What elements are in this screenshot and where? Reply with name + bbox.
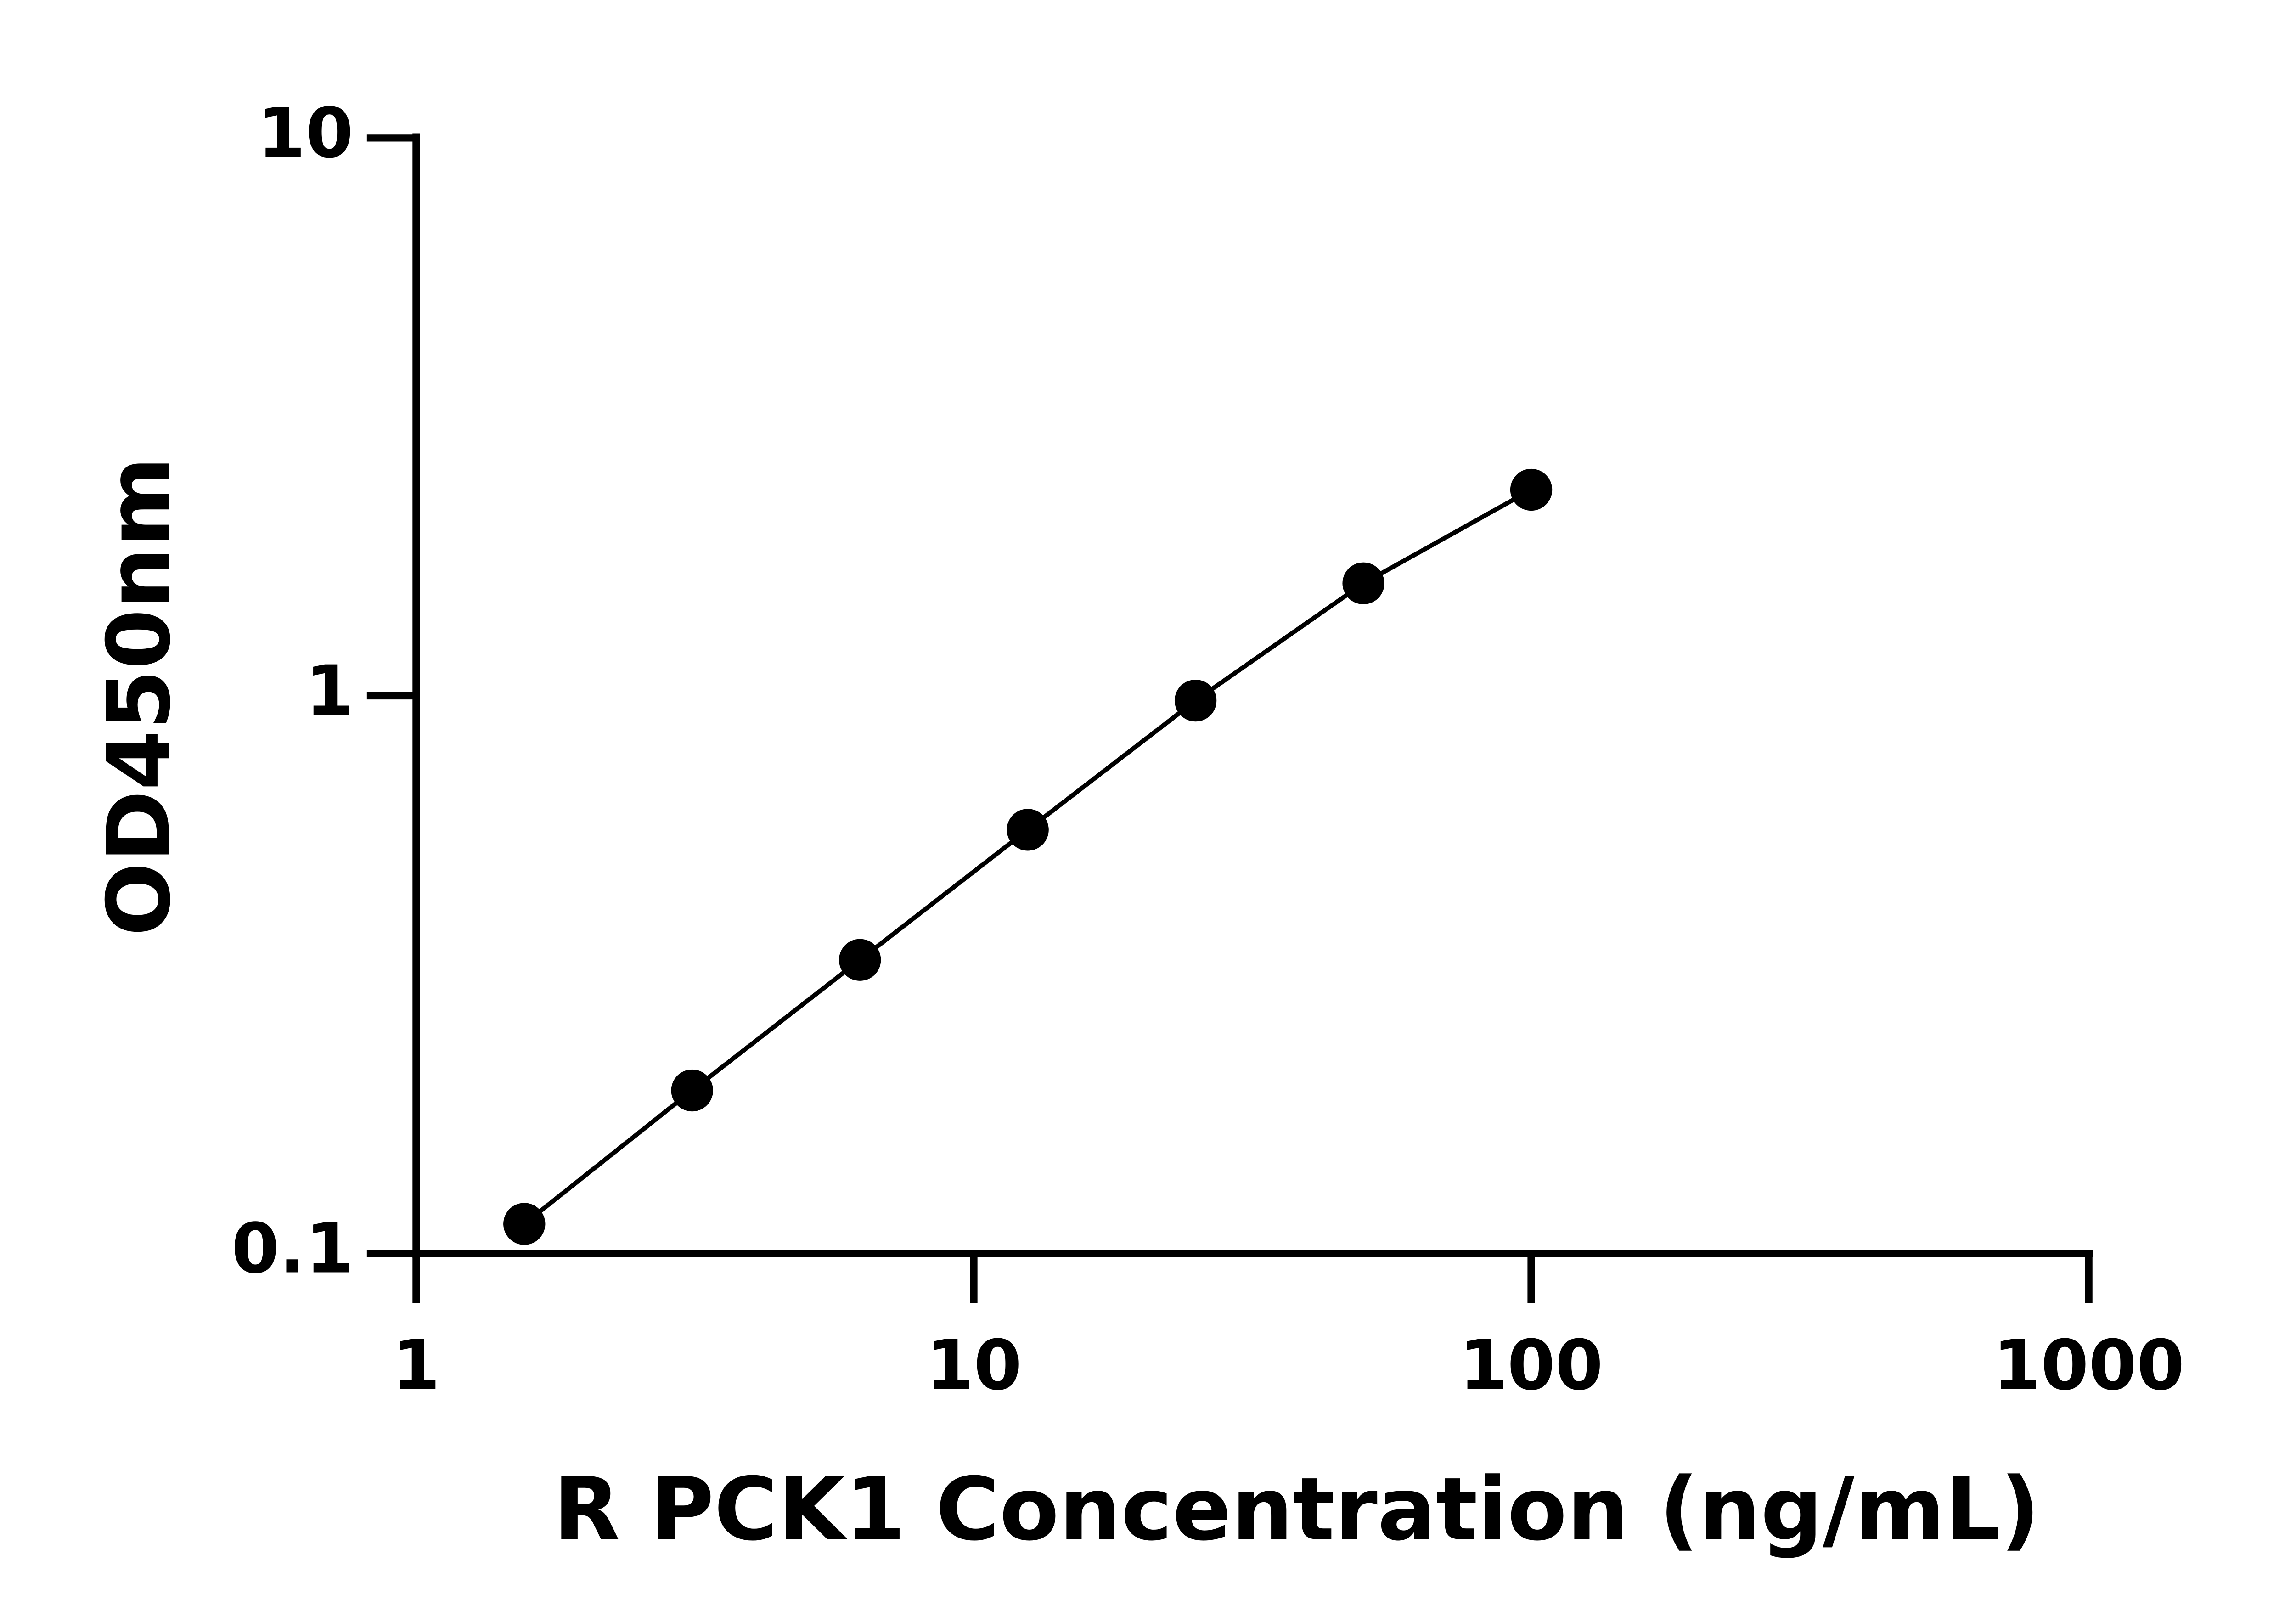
x-axis-title: R PCK1 Concentration (ng/mL) [553,1459,2040,1560]
y-tick-label: 10 [258,93,354,173]
data-point [1174,679,1217,722]
data-point [671,1069,713,1112]
y-tick-label: 1 [305,651,353,731]
data-point [1510,468,1553,511]
x-tick-label: 1000 [1993,1326,2184,1406]
x-tick-label: 10 [926,1326,1022,1406]
data-point [503,1203,546,1245]
x-tick-label: 1 [392,1326,440,1406]
fit-line [523,488,1532,1226]
data-point [1007,809,1049,851]
x-tick-label: 100 [1459,1326,1603,1406]
data-point [839,939,881,981]
y-tick-label: 0.1 [231,1209,354,1289]
y-axis-title: OD450nm [88,456,190,936]
data-point [1342,562,1384,604]
